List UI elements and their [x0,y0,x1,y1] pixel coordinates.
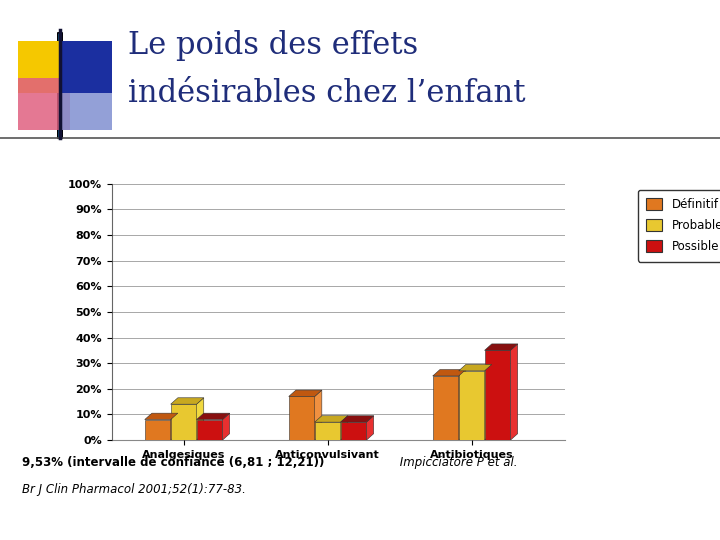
Polygon shape [433,376,459,440]
Text: Br J Clin Pharmacol 2001;52(1):77-83.: Br J Clin Pharmacol 2001;52(1):77-83. [22,483,246,496]
Polygon shape [197,413,230,420]
Polygon shape [171,413,178,440]
Polygon shape [222,413,230,440]
Polygon shape [341,422,366,440]
Bar [112,440,565,443]
Polygon shape [145,413,178,420]
Polygon shape [459,371,485,440]
Polygon shape [510,344,518,440]
Polygon shape [289,396,315,440]
Polygon shape [315,416,348,422]
Polygon shape [315,422,341,440]
Polygon shape [145,420,171,440]
Text: 9,53% (intervalle de confiance (6,81 ; 12,21)): 9,53% (intervalle de confiance (6,81 ; 1… [22,456,324,469]
Polygon shape [289,390,322,396]
Text: Le poids des effets: Le poids des effets [128,30,418,61]
FancyBboxPatch shape [18,78,70,130]
Text: indésirables chez l’enfant: indésirables chez l’enfant [128,78,526,109]
Polygon shape [485,364,492,440]
Polygon shape [341,416,348,440]
FancyBboxPatch shape [60,41,112,93]
FancyBboxPatch shape [60,78,112,130]
Text: Impicciatore P et al.: Impicciatore P et al. [396,456,518,469]
Polygon shape [171,398,204,404]
Polygon shape [197,398,204,440]
Polygon shape [171,404,197,440]
Polygon shape [366,416,374,440]
FancyBboxPatch shape [58,33,63,138]
Polygon shape [485,344,518,350]
Polygon shape [341,416,374,422]
Polygon shape [197,420,222,440]
Polygon shape [315,390,322,440]
Polygon shape [485,350,510,440]
Legend: Définitif, Probable, Possible: Définitif, Probable, Possible [638,190,720,262]
Polygon shape [459,369,466,440]
Polygon shape [433,369,466,376]
Polygon shape [459,364,492,371]
FancyBboxPatch shape [18,41,70,93]
